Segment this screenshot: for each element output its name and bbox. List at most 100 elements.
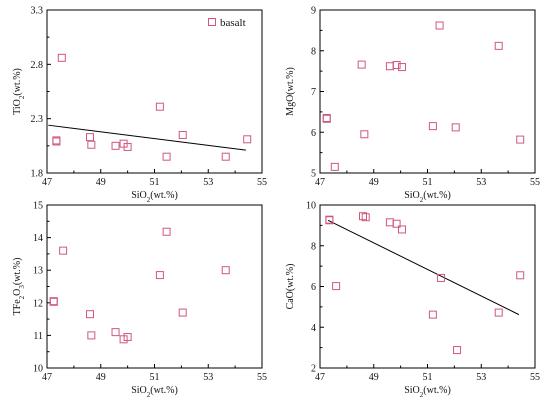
data-point [87, 140, 96, 149]
data-point [155, 271, 164, 280]
data-point [123, 333, 132, 342]
y-axis-label: CaO(wt.%) [285, 264, 296, 310]
y-tick-label: 10 [306, 201, 316, 212]
data-point [359, 212, 367, 221]
trend-line [327, 219, 520, 316]
data-point [322, 114, 331, 123]
y-tick-label: 2.8 [31, 60, 44, 71]
y-tick-label: 13 [33, 266, 43, 277]
data-point [361, 213, 370, 222]
x-tick-label: 47 [315, 372, 325, 383]
data-point [357, 60, 366, 69]
y-tick-label: 4 [311, 323, 316, 334]
data-point [385, 218, 394, 227]
y-tick-label: 8 [311, 241, 316, 252]
data-point [385, 62, 394, 71]
data-point [86, 310, 94, 319]
data-point [494, 308, 503, 317]
x-tick-label: 47 [42, 177, 52, 188]
data-point [111, 141, 120, 150]
data-point [453, 346, 462, 355]
x-tick-label: 53 [203, 372, 213, 383]
data-point [436, 273, 445, 282]
data-point [435, 21, 444, 30]
x-tick-label: 53 [476, 372, 486, 383]
y-tick-label: 11 [33, 331, 43, 342]
x-axis-label: SiO2(wt.%) [404, 190, 451, 204]
y-tick-label: 1.8 [31, 169, 44, 180]
trend-line [48, 124, 246, 151]
x-tick-label: 49 [96, 372, 106, 383]
x-tick-label: 53 [476, 177, 486, 188]
data-point [494, 41, 503, 50]
x-axis-label: SiO2(wt.%) [404, 385, 451, 399]
y-tick-label: 14 [33, 233, 43, 244]
y-tick-label: 8 [311, 46, 316, 57]
data-point [428, 122, 437, 131]
data-point [123, 142, 132, 151]
x-axis-label: SiO2(wt.%) [131, 385, 178, 399]
data-point [57, 53, 66, 62]
data-point [178, 308, 187, 317]
y-tick-label: 12 [33, 298, 43, 309]
data-point [87, 331, 96, 340]
x-tick-label: 53 [203, 177, 213, 188]
x-axis-label: SiO2(wt.%) [131, 190, 178, 204]
plot-frame [319, 9, 536, 174]
data-point [360, 130, 369, 139]
y-tick-label: 7 [311, 87, 316, 98]
x-tick-label: 55 [530, 177, 540, 188]
y-tick-label: 6 [311, 282, 316, 293]
y-tick-label: 5 [311, 169, 316, 180]
y-tick-label: 2 [311, 364, 316, 375]
data-point [397, 225, 406, 234]
data-point [243, 135, 252, 144]
data-point [162, 227, 171, 236]
x-tick-label: 49 [369, 177, 379, 188]
data-point [155, 102, 164, 111]
x-tick-label: 51 [423, 177, 433, 188]
data-point [49, 297, 58, 306]
data-point [392, 219, 401, 228]
chart-tio2: 47 49 51 53 55 1.8 2.3 2.8 3.3 SiO2(wt.%) TiO2(wt.… [12, 6, 267, 205]
data-point [330, 162, 339, 171]
y-tick-label: 9 [311, 6, 316, 17]
y-axis-label: MgO(wt.%) [285, 67, 296, 116]
legend-marker [208, 18, 216, 26]
data-point [516, 135, 525, 144]
data-point [221, 266, 230, 275]
plot-frame [46, 204, 263, 369]
data-point [332, 282, 341, 291]
data-point [428, 310, 437, 319]
x-tick-label: 49 [96, 177, 106, 188]
x-tick-label: 55 [257, 177, 267, 188]
data-point [178, 130, 187, 139]
plot-frame [319, 204, 536, 369]
x-tick-label: 55 [530, 372, 540, 383]
y-tick-label: 6 [311, 128, 316, 139]
data-point [325, 216, 334, 225]
x-tick-label: 51 [423, 372, 433, 383]
y-tick-label: 2.3 [31, 114, 44, 125]
data-point [397, 63, 406, 72]
x-tick-label: 49 [369, 372, 379, 383]
y-tick-label: 10 [33, 364, 43, 375]
y-axis-label: TFe2O3(wt.%) [12, 258, 26, 316]
x-tick-label: 47 [42, 372, 52, 383]
x-tick-label: 47 [315, 177, 325, 188]
y-tick-label: 3.3 [31, 6, 44, 17]
chart-tfe2o3: 47 49 51 53 55 10 11 12 13 14 15 SiO2(wt.%) TFe2O3(w… [12, 201, 267, 400]
data-point [221, 152, 230, 161]
x-tick-label: 51 [150, 177, 160, 188]
data-point [162, 152, 171, 161]
y-axis-label: TiO2(wt.%) [12, 68, 26, 115]
data-point [119, 335, 128, 344]
data-point [516, 271, 525, 280]
x-tick-label: 51 [150, 372, 160, 383]
data-point [111, 328, 120, 337]
data-point [59, 246, 68, 255]
data-point [52, 137, 61, 146]
legend-label: basalt [220, 17, 246, 29]
